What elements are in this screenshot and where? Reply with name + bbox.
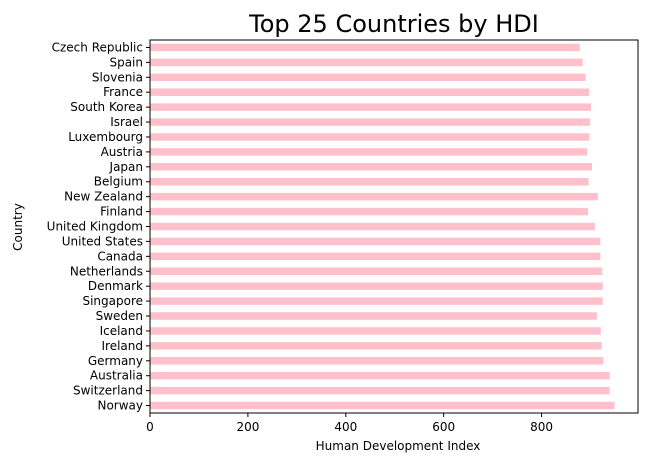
bar-canada [150,252,601,261]
y-tick-label-singapore: Singapore [82,294,143,308]
bar-netherlands [150,267,603,275]
bar-norway [150,401,615,410]
bar-united-states [150,237,601,246]
y-tick-label-slovenia: Slovenia [92,70,143,84]
y-tick-label-israel: Israel [110,115,143,129]
y-tick-label-new-zealand: New Zealand [64,190,143,204]
bar-luxembourg [150,133,590,141]
y-tick-label-australia: Australia [90,369,143,383]
bar-czech-republic [150,43,580,52]
y-tick-label-switzerland: Switzerland [73,384,143,398]
bar-south-korea [150,103,592,111]
x-axis-label: Human Development Index [316,439,481,453]
y-tick-label-norway: Norway [97,399,143,413]
bar-new-zealand [150,192,598,201]
y-axis-label: Country [11,203,25,251]
y-tick-label-netherlands: Netherlands [70,264,143,278]
y-tick-label-south-korea: South Korea [70,100,143,114]
y-tick-label-united-kingdom: United Kingdom [47,220,143,234]
y-tick-label-japan: Japan [109,160,143,174]
bar-singapore [150,297,603,305]
x-tick-label-400: 400 [334,420,357,434]
x-tick-label-600: 600 [432,420,455,434]
y-tick-label-canada: Canada [97,249,143,263]
bar-iceland [150,327,601,335]
bar-france [150,88,590,96]
plot-frame [149,39,639,414]
bar-sweden [150,312,597,320]
x-tick-label-800: 800 [530,420,553,434]
bars-group [150,43,615,410]
y-tick-label-spain: Spain [109,55,143,69]
x-tick-label-200: 200 [236,420,259,434]
y-tick-label-france: France [103,85,143,99]
y-tick-label-germany: Germany [88,354,143,368]
bar-israel [150,118,591,126]
bar-finland [150,207,589,216]
bar-denmark [150,282,603,290]
y-tick-label-czech-republic: Czech Republic [52,40,143,54]
y-tick-label-sweden: Sweden [96,309,143,323]
y-tick-label-finland: Finland [100,205,143,219]
x-ticks: 0 200 400 600 800 [146,413,553,434]
bar-switzerland [150,386,610,395]
bar-australia [150,371,610,380]
x-tick-label-0: 0 [146,420,154,434]
bar-germany [150,357,604,365]
bar-united-kingdom [150,222,595,231]
bar-spain [150,58,583,67]
bar-belgium [150,178,589,186]
y-tick-label-united-states: United States [62,234,143,248]
bar-ireland [150,342,602,350]
y-tick-label-belgium: Belgium [94,175,143,189]
y-tick-label-iceland: Iceland [100,324,143,338]
y-tick-label-austria: Austria [101,145,143,159]
y-tick-label-ireland: Ireland [101,339,143,353]
y-tick-label-luxembourg: Luxembourg [68,130,143,144]
bar-slovenia [150,73,586,82]
bar-japan [150,163,592,171]
chart-title: Top 25 Countries by HDI [248,10,539,38]
y-tick-labels: NorwaySwitzerlandAustraliaGermanyIreland… [47,40,150,413]
y-tick-label-denmark: Denmark [88,279,143,293]
bar-austria [150,148,588,156]
